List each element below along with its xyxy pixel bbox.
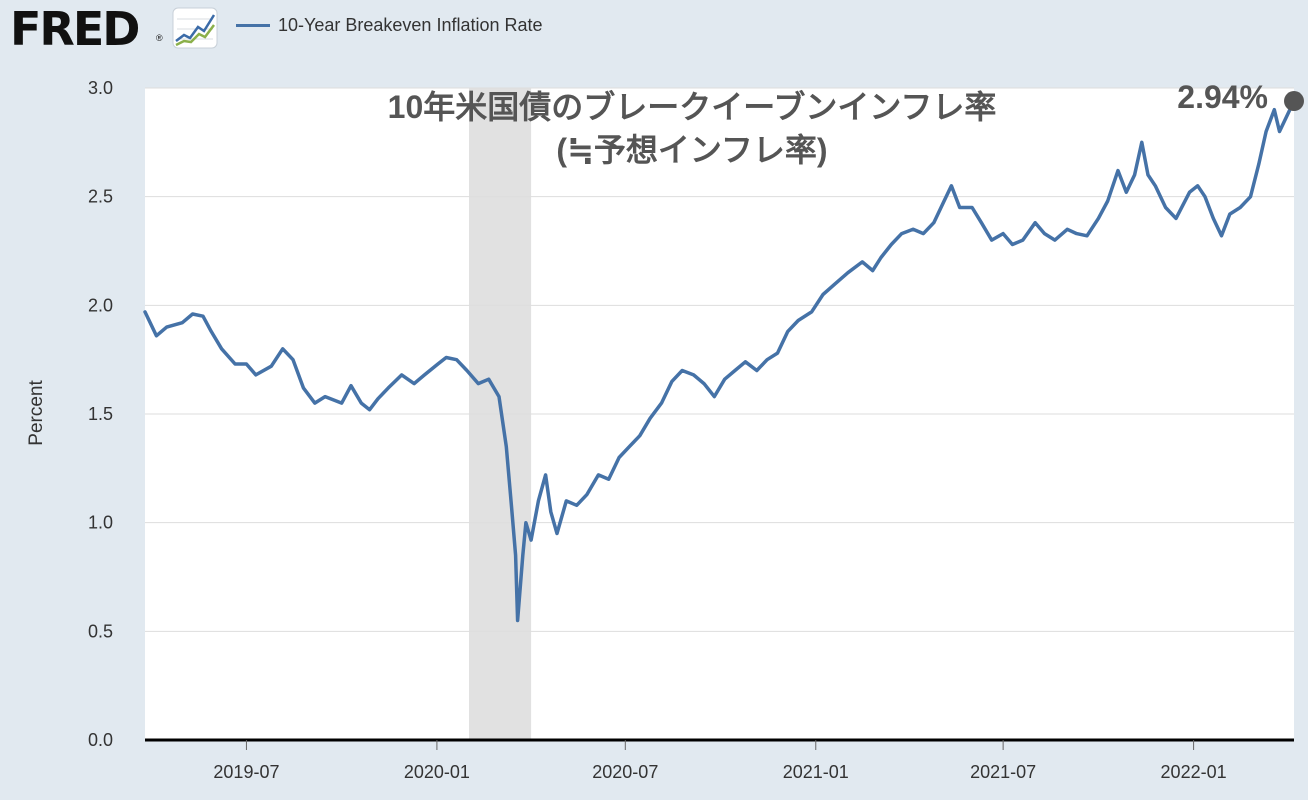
y-tick-label: 1.5: [88, 404, 113, 424]
chart-subtitle: (≒予想インフレ率): [556, 132, 827, 168]
last-value-marker: [1284, 91, 1304, 112]
chart-header: FRED ® 10-Year Breakeven Inflation Rate: [0, 0, 1308, 60]
y-tick-label: 0.0: [88, 730, 113, 750]
series-line: [143, 99, 1296, 623]
y-tick-label: 3.0: [88, 78, 113, 98]
x-tick-label: 2020-01: [404, 762, 470, 782]
y-tick-label: 0.5: [88, 621, 113, 641]
line-chart-icon: [172, 7, 218, 49]
legend-label: 10-Year Breakeven Inflation Rate: [278, 15, 543, 35]
registered-mark: ®: [156, 33, 163, 43]
last-value-label: 2.94%: [1177, 79, 1268, 115]
legend-swatch: [236, 24, 270, 27]
x-tick-label: 2020-07: [592, 762, 658, 782]
y-axis-label: Percent: [26, 380, 47, 446]
fred-logo-text: FRED: [10, 2, 140, 56]
y-tick-label: 1.0: [88, 513, 113, 533]
y-tick-label: 2.5: [88, 187, 113, 207]
x-tick-label: 2022-01: [1161, 762, 1227, 782]
chart-title: 10年米国債のブレークイーブンインフレ率: [388, 89, 997, 125]
x-tick-label: 2021-01: [783, 762, 849, 782]
x-tick-label: 2021-07: [970, 762, 1036, 782]
fred-logo[interactable]: FRED: [10, 6, 140, 52]
x-tick-label: 2019-07: [213, 762, 279, 782]
y-tick-label: 2.0: [88, 295, 113, 315]
